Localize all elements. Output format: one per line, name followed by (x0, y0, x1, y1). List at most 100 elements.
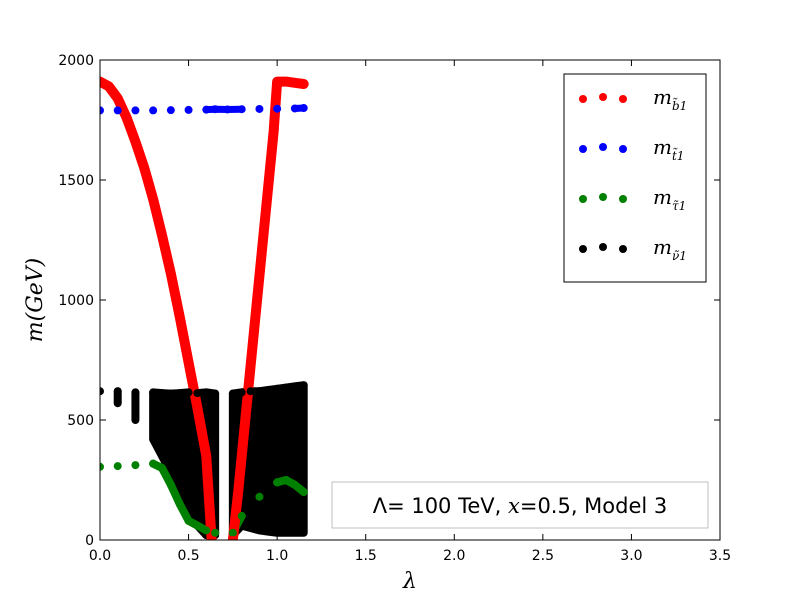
legend-marker (619, 95, 627, 103)
data-point (100, 462, 104, 471)
data-point (202, 526, 211, 535)
legend-label-sub: t̃1 (672, 147, 684, 163)
data-point (290, 104, 299, 113)
data-point (166, 106, 175, 115)
data-point (158, 389, 166, 398)
x-axis-title: λ (402, 569, 417, 594)
data-point (193, 521, 202, 530)
y-axis-title-text: m(GeV) (23, 258, 48, 343)
data-point (255, 387, 264, 396)
data-point (262, 200, 271, 208)
y-tick-label: 1500 (58, 173, 94, 189)
legend-marker (579, 145, 587, 153)
legend-label-sub: b̃1 (672, 97, 687, 113)
data-point (211, 528, 220, 537)
legend-marker (579, 95, 587, 103)
y-axis-title: m(GeV) (23, 258, 48, 343)
annotation-var: x (508, 494, 520, 518)
legend-marker (599, 93, 607, 101)
data-point (202, 388, 211, 397)
data-point (184, 358, 193, 367)
annotation-text: Λ= 100 TeV, x=0.5, Model 3 (373, 494, 668, 518)
legend-label-base: m (653, 185, 672, 209)
x-tick-label: 2.5 (532, 548, 554, 564)
data-point (237, 105, 246, 114)
legend-label-base: m (653, 85, 672, 109)
data-point (131, 137, 140, 146)
x-tick-label: 3.5 (709, 548, 731, 564)
legend-label-sub: ν̃1 (672, 249, 687, 263)
legend-label: mt̃1 (653, 135, 684, 163)
y-tick-label: 1000 (58, 293, 94, 309)
legend-marker (619, 145, 627, 153)
data-point (299, 80, 308, 88)
series-band (273, 476, 308, 496)
data-point (273, 384, 282, 393)
data-point (104, 82, 113, 91)
data-point (202, 105, 211, 114)
x-tick-label: 0.5 (177, 548, 199, 564)
legend-label: mτ̃1 (653, 185, 686, 213)
data-point (149, 106, 158, 115)
legend-label: mb̃1 (653, 85, 687, 113)
data-point (290, 382, 299, 391)
data-point (228, 389, 237, 398)
data-point (100, 106, 104, 115)
x-tick-label: 2.0 (443, 548, 465, 564)
data-point (255, 104, 264, 113)
data-point (282, 77, 290, 86)
annotation-post: =0.5, Model 3 (520, 494, 667, 518)
annotation-box: Λ= 100 TeV, x=0.5, Model 3 (331, 481, 709, 529)
data-point (193, 389, 202, 398)
data-point (158, 464, 166, 472)
data-point (113, 106, 122, 115)
data-point (131, 461, 140, 470)
data-point (269, 128, 278, 136)
data-point (228, 528, 237, 537)
data-point (100, 387, 104, 396)
data-point (166, 389, 175, 398)
data-point (237, 512, 246, 520)
data-point (131, 106, 140, 115)
x-tick-label: 1.0 (266, 548, 288, 564)
annotation-frame (331, 481, 709, 529)
data-point (140, 164, 149, 172)
data-point (223, 105, 232, 114)
data-point (255, 272, 264, 280)
data-point (207, 536, 216, 540)
data-point (100, 77, 104, 86)
legend-marker (599, 243, 607, 251)
legend-entry: mt̃1 (579, 135, 684, 163)
data-point (202, 452, 211, 460)
x-tick-label: 3.0 (620, 548, 642, 564)
data-point (241, 416, 250, 424)
x-tick-label: 0.0 (89, 548, 111, 564)
legend-entry: mν̃1 (579, 235, 687, 263)
data-point (228, 536, 237, 540)
data-point (237, 388, 246, 397)
data-point (113, 94, 122, 103)
data-point (149, 388, 158, 397)
legend-label-sub: τ̃1 (672, 199, 686, 213)
legend-marker (619, 245, 627, 253)
y-tick-label: 500 (67, 413, 94, 429)
data-point (175, 312, 184, 321)
data-point (273, 77, 282, 86)
legend-marker (599, 143, 607, 151)
data-point (299, 381, 308, 390)
axis-ticks: 0.0 0.5 1.0 1.5 2.0 2.5 3.0 3.5 0 500 1000 1500 2000 (58, 53, 731, 564)
data-point (273, 104, 282, 113)
data-point (149, 195, 158, 204)
annotation-pre: Λ= 100 TeV, (373, 494, 508, 518)
data-point (184, 388, 193, 397)
data-point (290, 480, 299, 489)
legend-marker (579, 245, 587, 253)
data-point (131, 388, 140, 397)
legend-label-base: m (653, 135, 672, 159)
legend-label: mν̃1 (653, 235, 687, 263)
data-point (246, 387, 255, 396)
y-tick-label: 0 (85, 533, 94, 549)
data-bands (100, 76, 309, 540)
data-point (234, 488, 243, 496)
